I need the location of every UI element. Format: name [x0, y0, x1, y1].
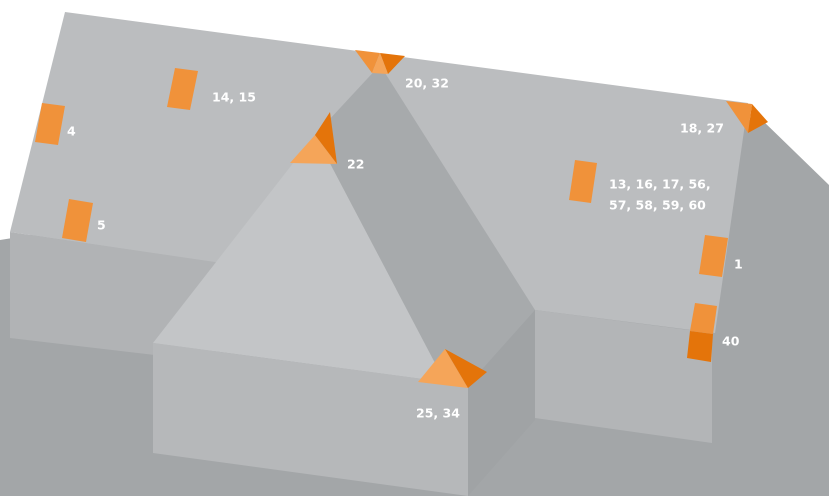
dormer-side-wall: [468, 310, 535, 496]
label: 14, 15: [212, 90, 256, 105]
label: 18, 27: [680, 121, 724, 136]
corner-marker: [445, 349, 487, 388]
corner-marker: [315, 112, 337, 164]
label: 1: [734, 257, 743, 272]
label: 5: [97, 218, 106, 233]
marker: [35, 103, 65, 145]
label: 57, 58, 59, 60: [609, 198, 706, 213]
marker: [690, 303, 717, 334]
corner-marker: [355, 50, 380, 73]
marker: [62, 199, 93, 242]
label: 13, 16, 17, 56,: [609, 177, 711, 192]
right-wall: [535, 310, 712, 443]
corner-marker: [372, 53, 388, 74]
dormer-gable: [153, 135, 445, 382]
label: 22: [347, 157, 364, 172]
corner-marker: [748, 104, 768, 133]
markers: [35, 50, 768, 388]
dormer-ridge: [315, 65, 535, 382]
label: 4: [67, 124, 76, 139]
marker: [687, 331, 713, 362]
corner-marker: [290, 135, 337, 164]
marker: [699, 235, 728, 277]
corner-marker: [418, 349, 468, 388]
dormer-front-wall: [153, 343, 468, 496]
label: 40: [722, 334, 740, 349]
corner-marker: [726, 101, 752, 133]
label: 20, 32: [405, 76, 449, 91]
marker: [167, 68, 198, 110]
label: 25, 34: [416, 406, 460, 421]
marker: [569, 160, 597, 203]
corner-marker: [380, 53, 405, 74]
